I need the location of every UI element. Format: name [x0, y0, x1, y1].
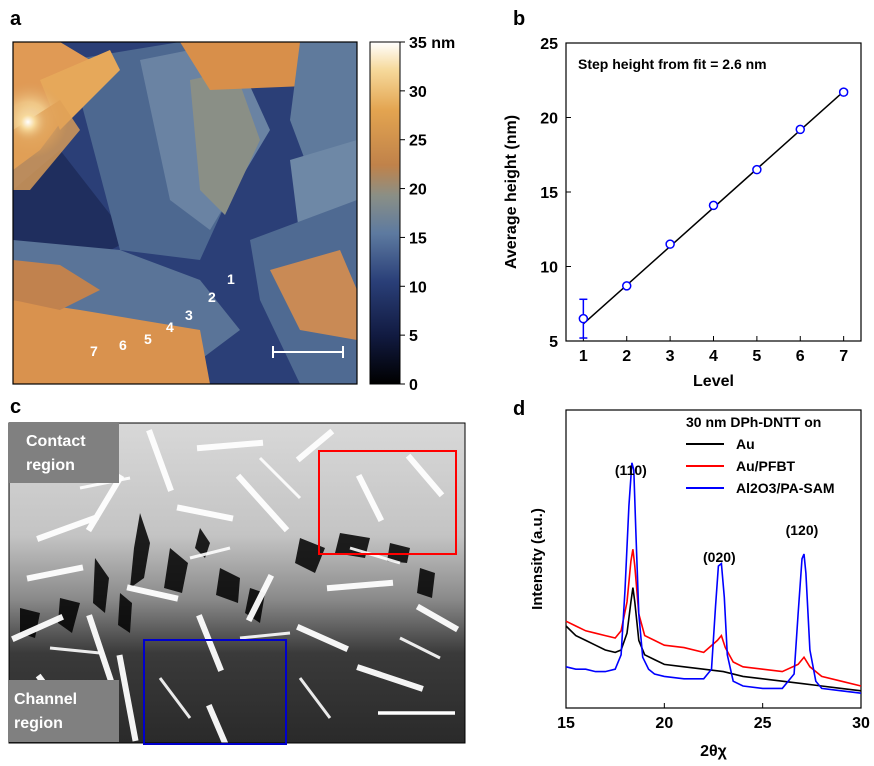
- channel-label-box: [9, 680, 119, 742]
- series-line-2: [565, 462, 862, 694]
- y-tick-label: 20: [540, 111, 558, 128]
- legend-entry-1: Au/PFBT: [736, 458, 796, 474]
- colorbar-tick-label: 25: [409, 133, 427, 150]
- peak-label: (120): [786, 522, 819, 538]
- x-tick-label: 2: [622, 348, 631, 365]
- x-tick-label: 25: [754, 715, 772, 732]
- legend-entry-0: Au: [736, 436, 755, 452]
- level-label-3: 3: [185, 307, 193, 323]
- panel-letter-b: b: [513, 8, 526, 30]
- colorbar-tick-label: 30: [409, 84, 427, 101]
- level-label-4: 4: [166, 319, 174, 335]
- colorbar-tick-label: 5: [409, 328, 418, 345]
- data-point-1: [578, 313, 589, 324]
- panel-c-sem: Contact region Channel region: [8, 422, 466, 745]
- level-label-5: 5: [144, 331, 152, 347]
- peak-label: (020): [703, 549, 736, 565]
- x-tick-label: 1: [579, 348, 588, 365]
- panel-d-chart: 15 20 25 30 2θχ Intensity (a.u.) (110) (020) (12…: [529, 409, 870, 760]
- afm-scale-bar: [272, 346, 344, 358]
- x-axis-label: Level: [693, 373, 734, 390]
- legend-entry-2: Al2O3/PA-SAM: [736, 480, 835, 496]
- chart-annotation: Step height from fit = 2.6 nm: [578, 56, 767, 72]
- y-tick-label: 25: [540, 36, 558, 53]
- colorbar-tick-label: 20: [409, 182, 427, 199]
- afm-image: [13, 42, 357, 384]
- y-axis-label: Intensity (a.u.): [529, 508, 546, 610]
- level-label-2: 2: [208, 289, 216, 305]
- plot-frame: [565, 409, 862, 709]
- y-tick-label: 10: [540, 260, 558, 277]
- data-point-6: [795, 124, 806, 135]
- colorbar-tick-label: 0: [409, 377, 418, 394]
- contact-label-line1: Contact: [26, 433, 86, 450]
- channel-label-line2: region: [14, 715, 63, 732]
- afm-level-labels: 1 2 3 4 5 6 7: [90, 271, 235, 359]
- colorbar: [369, 41, 401, 385]
- data-point-2: [621, 281, 632, 291]
- series-line-1: [565, 549, 862, 687]
- plot-frame: [565, 42, 862, 342]
- colorbar-ticks: 35 nm 30 25 20 15 10 5 0: [400, 35, 455, 394]
- colorbar-tick-label: 35 nm: [409, 35, 455, 52]
- data-point-3: [665, 239, 675, 249]
- data-point-7: [838, 87, 849, 97]
- data-point-5: [752, 164, 762, 175]
- legend-title: 30 nm DPh-DNTT on: [686, 414, 821, 430]
- x-tick-label: 30: [852, 715, 870, 732]
- level-label-6: 6: [119, 337, 127, 353]
- level-label-7: 7: [90, 343, 98, 359]
- x-tick-label: 5: [752, 348, 761, 365]
- x-tick-label: 6: [796, 348, 805, 365]
- contact-region-box: [318, 450, 457, 555]
- channel-label-line1: Channel: [14, 691, 77, 708]
- colorbar-tick-label: 10: [409, 279, 427, 296]
- y-tick-label: 5: [549, 334, 558, 351]
- data-point-4: [708, 200, 719, 211]
- contact-label-box: [9, 423, 119, 483]
- panel-letter-c: c: [10, 396, 22, 418]
- panel-b-chart: 1 2 3 4 5 6 7 5 10 15 20 25 Level Average height (nm)…: [503, 36, 862, 390]
- series-line-0: [565, 587, 862, 692]
- x-tick-label: 7: [839, 348, 848, 365]
- panel-letter-a: a: [10, 8, 22, 30]
- channel-region-box: [143, 639, 287, 745]
- x-tick-label: 20: [655, 715, 673, 732]
- x-tick-label: 3: [666, 348, 675, 365]
- contact-label-line2: region: [26, 457, 75, 474]
- y-axis-label: Average height (nm): [503, 115, 520, 269]
- x-tick-label: 4: [709, 348, 718, 365]
- colorbar-tick-label: 15: [409, 230, 427, 247]
- x-tick-label: 15: [557, 715, 575, 732]
- level-label-1: 1: [227, 271, 235, 287]
- panel-letter-d: d: [513, 398, 526, 420]
- peak-label: (110): [615, 462, 647, 478]
- x-axis-label: 2θχ: [700, 743, 728, 760]
- y-tick-label: 15: [540, 185, 558, 202]
